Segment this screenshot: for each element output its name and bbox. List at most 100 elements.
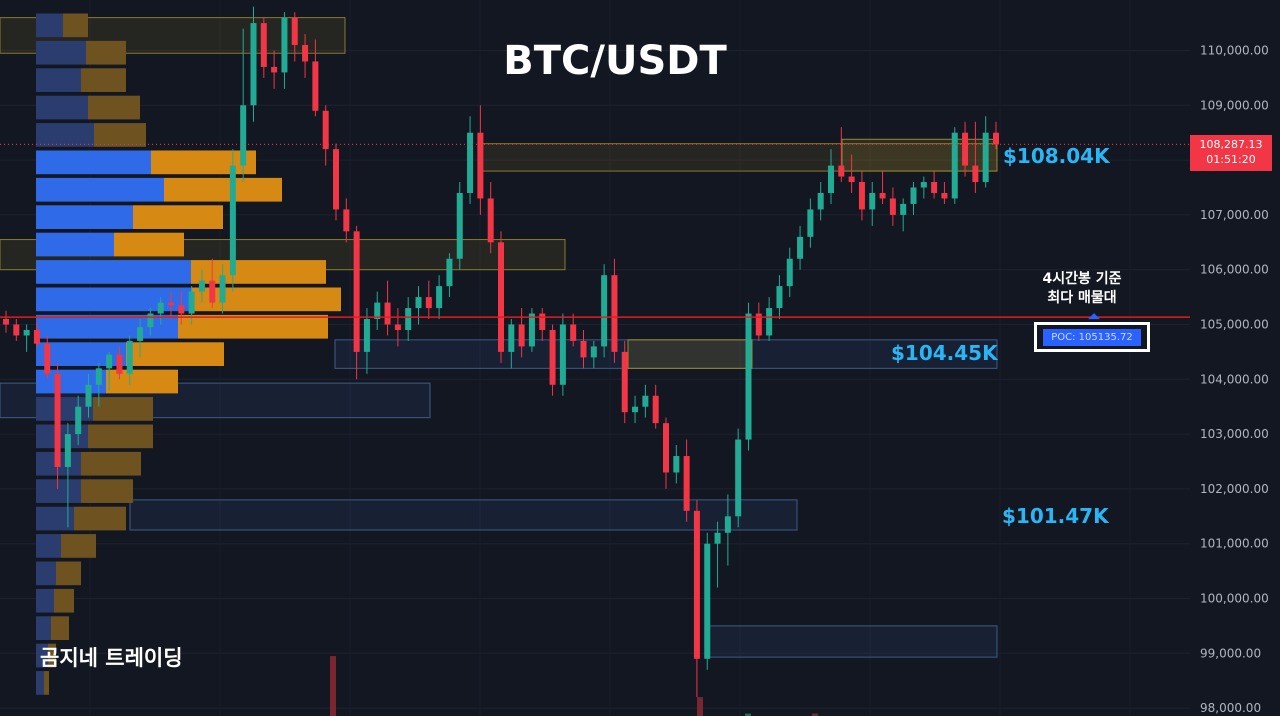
y-tick-label: 109,000.00 [1200, 98, 1269, 112]
vp-buy-bar [36, 534, 61, 558]
y-tick-label: 107,000.00 [1200, 208, 1269, 222]
candle-body [147, 313, 154, 328]
candle-body [446, 258, 453, 287]
candle-body [982, 132, 989, 183]
candle-body [848, 176, 855, 183]
y-tick-label: 106,000.00 [1200, 263, 1269, 277]
candle-body [250, 23, 257, 106]
candle-body [993, 132, 999, 145]
candle-body [590, 346, 597, 358]
candle-body [941, 192, 948, 199]
zone-supply-inner [841, 138, 998, 172]
vp-buy-bar [36, 616, 51, 640]
candle-body [683, 456, 690, 511]
candle-body [652, 395, 659, 424]
candle-body [817, 192, 824, 210]
vp-buy-bar [36, 314, 178, 339]
candle-body [302, 45, 309, 62]
candles [3, 6, 999, 716]
vp-sell-bar [56, 561, 81, 586]
zone-demand [706, 625, 998, 658]
vp-buy-bar [36, 13, 63, 38]
candle-body [869, 192, 876, 210]
candle-body [900, 203, 907, 215]
candle-body [219, 275, 226, 303]
vp-sell-bar [61, 534, 96, 558]
vp-sell-bar [81, 479, 133, 503]
vp-buy-bar [36, 342, 126, 366]
zone-supply [479, 143, 998, 172]
candle-body [673, 456, 680, 473]
vp-sell-bar [133, 205, 223, 229]
current-price-badge: 108,287.13 01:51:20 [1190, 135, 1272, 171]
candle-body [405, 308, 412, 330]
y-tick-label: 98,000.00 [1200, 701, 1261, 715]
vp-sell-bar [44, 671, 49, 695]
vp-sell-bar [164, 177, 282, 202]
candle-countdown: 01:51:20 [1206, 153, 1256, 166]
vp-buy-bar [36, 561, 56, 586]
candle-body [467, 132, 474, 193]
candle-body [498, 242, 504, 352]
vp-sell-bar [94, 123, 146, 147]
vp-sell-bar [191, 260, 326, 284]
candle-body [343, 209, 350, 232]
candle-body [178, 305, 185, 314]
candle-body [281, 17, 288, 73]
candle-body [714, 532, 721, 544]
candle-body [642, 395, 649, 407]
poc-pointer [1088, 313, 1100, 320]
candle-body [828, 165, 834, 193]
candle-body [807, 209, 814, 237]
vp-sell-bar [106, 369, 178, 394]
candle-body [601, 275, 608, 347]
candle-body [920, 182, 927, 188]
vp-buy-bar [36, 40, 86, 65]
zone-label-108k: $108.04K [1003, 143, 1110, 168]
vp-sell-bar [93, 397, 153, 421]
candle-body [972, 165, 979, 183]
candle-body [436, 286, 443, 309]
y-tick-label: 102,000.00 [1200, 482, 1269, 496]
vp-sell-bar [63, 13, 88, 38]
vp-sell-bar [88, 424, 153, 449]
candle-body [415, 297, 422, 309]
vp-buy-bar [36, 479, 81, 503]
candle-body [23, 329, 30, 336]
candle-body [374, 302, 381, 320]
y-axis-bg [1190, 0, 1280, 716]
chart-title: BTC/USDT [503, 38, 727, 84]
vp-buy-bar [36, 588, 54, 613]
candle-body [632, 406, 639, 413]
vp-sell-bar [86, 40, 126, 65]
poc-note-line1: 4시간봉 기준 [1042, 271, 1122, 287]
poc-note: 4시간봉 기준 최다 매물대 [1022, 270, 1142, 308]
volume-bar [745, 713, 751, 716]
vp-sell-bar [51, 616, 69, 640]
candle-body [797, 236, 804, 259]
zone-label-101k: $101.47K [1002, 503, 1109, 528]
candle-body [157, 302, 164, 314]
candle-body [931, 182, 938, 193]
vp-sell-bar [54, 588, 74, 613]
candle-body [776, 286, 783, 309]
candle-body [95, 368, 102, 385]
vp-buy-bar [36, 232, 114, 257]
y-tick-label: 99,000.00 [1200, 646, 1261, 660]
candle-body [951, 132, 958, 199]
poc-label: POC: 105135.72 [1043, 329, 1141, 346]
zone-demand [334, 339, 998, 369]
candle-body [384, 302, 391, 325]
candle-body [271, 66, 278, 73]
candle-body [889, 198, 896, 215]
vp-sell-bar [191, 287, 341, 312]
candle-body [838, 165, 845, 177]
candle-body [75, 406, 82, 435]
candle-body [549, 329, 556, 385]
candle-body [363, 319, 370, 352]
vp-sell-bar [74, 506, 126, 531]
current-price: 108,287.13 [1199, 138, 1263, 151]
candle-body [64, 434, 71, 467]
